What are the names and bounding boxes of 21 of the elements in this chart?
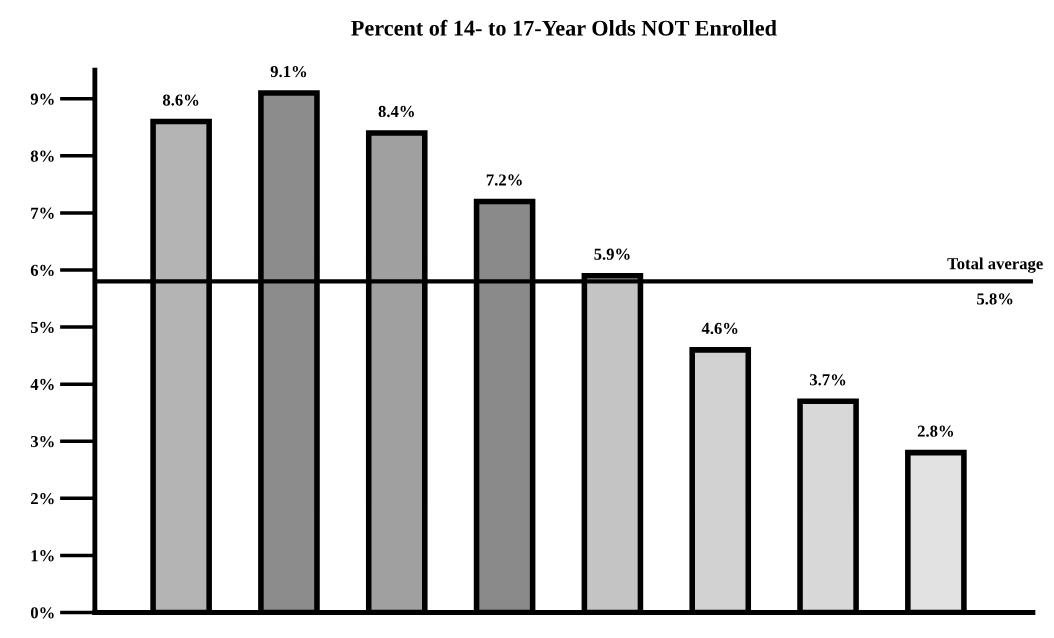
y-tick-label: 5%: [30, 321, 54, 334]
chart-title: Percent of 14- to 17-Year Olds NOT Enrolled: [351, 19, 777, 36]
y-tick-label: 8%: [30, 150, 54, 162]
y-tick-label: 1%: [31, 550, 54, 562]
data-label: 9.1%: [270, 65, 307, 78]
data-label: 3.7%: [809, 374, 846, 386]
data-label: 2.8%: [917, 425, 954, 437]
annotation: 5.8%: [977, 293, 1013, 305]
y-tick-label: 2%: [30, 493, 54, 505]
y-tick-label: 3%: [30, 435, 54, 448]
ref-line-label: Total average: [947, 257, 1043, 273]
data-label: 5.9%: [594, 248, 630, 260]
y-tick-label: 9%: [30, 93, 54, 105]
data-label: 4.6%: [701, 322, 738, 335]
data-label: 8.4%: [378, 105, 414, 118]
y-tick-label: 4%: [30, 378, 54, 391]
data-label: 8.6%: [162, 94, 199, 106]
y-tick-label: 6%: [30, 264, 54, 276]
y-tick-label: 7%: [31, 207, 54, 219]
data-label: 7.2%: [486, 174, 522, 186]
y-tick-label: 0%: [30, 607, 54, 619]
